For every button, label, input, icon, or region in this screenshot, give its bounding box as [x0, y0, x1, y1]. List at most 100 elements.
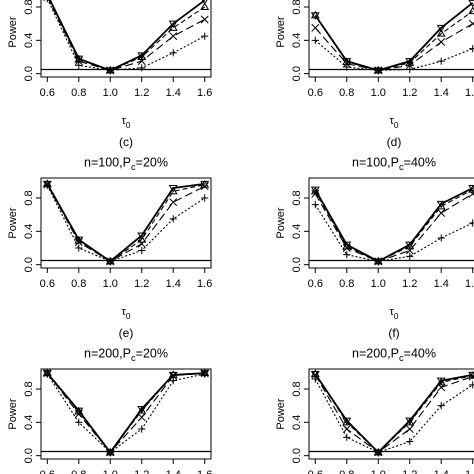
marker	[75, 61, 83, 69]
y-tick-label: 0.8	[23, 381, 35, 396]
x-tick-label: 0.6	[40, 469, 55, 474]
y-tick-label: 0.4	[291, 33, 303, 48]
x-tick-label: 0.8	[339, 469, 354, 474]
y-tick-label: 0.4	[23, 224, 35, 239]
series-line	[49, 0, 206, 71]
marker	[75, 244, 83, 252]
x-tick-label: 0.6	[308, 87, 323, 99]
marker	[311, 370, 320, 379]
x-tick-label: 1.0	[103, 278, 118, 290]
y-tick-label: 0.4	[291, 415, 303, 430]
marker	[46, 0, 48, 3]
marker	[469, 219, 474, 227]
marker	[169, 215, 177, 223]
x-axis-label: τ0	[122, 115, 131, 130]
y-axis-label: Power	[275, 207, 287, 239]
x-tick-label: 1.4	[434, 469, 449, 474]
marker	[436, 24, 446, 33]
panel-title: n=100,Pc=40%	[352, 155, 436, 172]
x-tick-label: 0.8	[339, 87, 354, 99]
marker	[374, 448, 382, 456]
marker	[468, 19, 474, 28]
marker	[343, 433, 351, 441]
marker	[436, 200, 446, 209]
panel-title: n=200,Pc=40%	[352, 346, 436, 363]
marker	[342, 244, 351, 252]
marker	[106, 448, 114, 456]
marker	[468, 6, 474, 15]
marker	[342, 417, 352, 426]
x-tick-label: 1.6	[465, 469, 474, 474]
x-tick-label: 1.6	[197, 87, 212, 99]
x-tick-label: 1.4	[166, 87, 181, 99]
y-tick-label: 0.0	[23, 257, 35, 272]
marker	[436, 377, 446, 386]
plot-frame	[40, 0, 212, 78]
x-tick-label: 1.0	[103, 87, 118, 99]
y-tick-label: 0.8	[291, 0, 303, 15]
x-tick-label: 0.6	[40, 87, 55, 99]
series-line	[314, 10, 474, 71]
panel: 0.0 0.4 0.8 0.6 0.8 1.0 1.2 1.4 1.6 Power τ0 (d)	[275, 0, 474, 149]
y-tick-label: 0.0	[291, 448, 303, 463]
x-tick-label: 1.6	[465, 278, 474, 290]
y-axis-label: Power	[7, 207, 19, 239]
marker	[169, 377, 177, 385]
x-axis-label: τ0	[390, 306, 399, 321]
marker	[201, 194, 209, 202]
x-tick-label: 1.0	[371, 278, 386, 290]
series-line	[314, 373, 473, 454]
marker	[169, 371, 178, 380]
marker	[437, 209, 446, 217]
marker	[311, 375, 319, 383]
x-tick-label: 1.0	[371, 87, 386, 99]
x-axis-label: τ0	[122, 306, 131, 321]
panel-title: n=100,Pc=20%	[84, 155, 168, 172]
y-tick-label: 0.8	[291, 381, 303, 396]
marker	[137, 52, 147, 61]
marker	[137, 235, 147, 243]
series-line	[46, 185, 206, 262]
marker	[137, 57, 146, 66]
marker	[436, 201, 446, 210]
marker	[169, 32, 178, 41]
marker	[138, 64, 146, 72]
marker	[310, 10, 320, 19]
panel-caption: (d)	[387, 135, 402, 149]
marker	[137, 413, 146, 422]
marker	[168, 23, 178, 31]
series-line	[46, 372, 205, 454]
x-tick-label: 1.2	[134, 87, 149, 99]
y-axis-label: Power	[7, 398, 19, 430]
marker	[201, 0, 208, 5]
panel-caption: (e)	[119, 326, 134, 340]
panel: 0.0 0.4 0.8 0.6 0.8 1.0 1.2 1.4 1.6 Power n=200,Pc…	[7, 346, 212, 474]
plot-frame	[308, 0, 474, 78]
panel-title: n=200,Pc=20%	[84, 346, 168, 363]
x-tick-label: 1.2	[134, 469, 149, 474]
x-tick-label: 1.0	[103, 469, 118, 474]
x-tick-label: 1.2	[134, 278, 149, 290]
panel: 0.0 0.4 0.8 0.6 0.8 1.0 1.2 1.4 1.6 Power τ0 (e) n=1…	[7, 155, 212, 340]
marker	[311, 23, 320, 32]
y-tick-label: 0.8	[23, 0, 35, 15]
x-tick-label: 0.6	[308, 469, 323, 474]
marker	[437, 383, 446, 392]
marker	[74, 238, 83, 247]
marker	[468, 0, 474, 8]
marker	[168, 371, 178, 380]
marker	[169, 49, 177, 57]
y-axis-label: Power	[275, 398, 287, 430]
marker	[311, 201, 319, 209]
series-line	[314, 193, 473, 262]
marker	[405, 417, 415, 426]
panel: 0.0 0.4 0.8 0.6 0.8 1.0 1.2 1.4 1.6 Power τ0 (c)	[7, 0, 212, 149]
marker	[437, 38, 446, 46]
series-line	[314, 187, 474, 263]
series-line	[314, 204, 473, 262]
marker	[201, 32, 209, 40]
marker	[106, 257, 114, 265]
marker	[343, 251, 351, 259]
y-tick-label: 0.8	[23, 190, 35, 205]
